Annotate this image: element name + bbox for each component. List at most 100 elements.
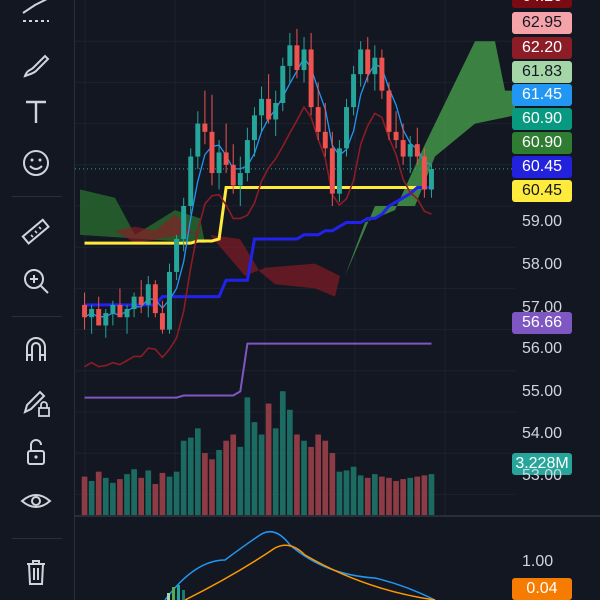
volume-bar [81,476,88,515]
candle [414,144,420,157]
candle [428,168,434,190]
candle [223,152,229,165]
candle [407,144,413,157]
candle [110,304,116,314]
volume-bar [258,434,265,515]
volume-bar [329,453,336,515]
price-tag: 62.95 [512,12,572,34]
candle [181,206,187,239]
histogram-bar [182,590,185,600]
emoji-icon[interactable] [12,143,60,183]
candle [287,45,293,66]
price-axis-tick: 54.00 [522,425,563,442]
candle [230,164,236,186]
volume-bar [209,459,215,515]
price-tag: 0.04 [512,578,572,600]
candle [202,123,208,132]
chart-area[interactable] [75,0,600,600]
candle [82,304,88,318]
price-tag: 60.45 [512,156,572,178]
candle [294,45,300,71]
price-axis-tick: 59.00 [522,213,563,230]
candle [251,115,257,141]
unlock-icon[interactable] [12,432,60,472]
candle [351,74,357,108]
volume-bar [145,470,152,515]
candle [344,107,349,149]
histogram-bar [172,587,175,600]
volume-bar [216,450,222,515]
price-axis-tick: 58.00 [522,256,563,273]
volume-bar [279,391,286,515]
candle [131,296,137,309]
price-tag: 3.228M [512,453,572,475]
candle [195,123,201,157]
candle [244,140,250,174]
cloud-green [345,41,515,277]
candle [237,173,243,186]
baseline-line [84,105,432,368]
volume-bar [379,476,385,515]
ruler-icon[interactable] [12,212,60,252]
volume-bar [244,397,251,515]
volume-bar [131,469,137,515]
volume-bar [287,409,293,515]
blue-line [84,186,432,307]
volume-bar [102,477,109,515]
volume-bar [308,446,314,515]
brush-icon[interactable] [12,45,60,85]
candle [138,296,144,305]
candle [188,156,194,206]
volume-bar [173,471,180,515]
volume-bar [407,477,414,515]
price-tag: 60.90 [512,108,572,130]
candle [322,131,328,149]
candle [393,131,399,141]
volume-bar [265,403,272,515]
candle [315,107,321,132]
candle [421,156,427,190]
yellow-line [84,186,432,245]
volume-bar [159,472,166,515]
magnet-icon[interactable] [12,330,60,370]
volume-bar [371,474,378,515]
candle [259,98,265,116]
price-tag: 61.83 [512,61,572,83]
candle [358,49,364,75]
lock-drawing-icon[interactable] [12,383,60,423]
candle [216,152,222,174]
candle [124,309,130,318]
candle [379,57,385,91]
volume-bar [428,474,435,515]
price-tag: 62.20 [512,37,572,59]
volume-bar [166,476,173,515]
price-tag: 56.66 [512,312,572,334]
trash-icon[interactable] [12,552,60,592]
price-axis-tick: 56.00 [522,340,563,357]
candle [365,49,371,75]
candle [209,131,215,174]
price-axis-tick: 55.00 [522,383,563,400]
candle [329,148,335,194]
candle [301,49,307,71]
price-tag: 61.45 [512,84,572,106]
candle [386,90,392,132]
price-tag: 60.90 [512,132,572,154]
volume-bar [223,440,229,515]
candle [96,309,102,326]
price-chart[interactable] [75,0,600,600]
trend-line-icon[interactable] [12,0,60,32]
cloud-red [210,234,340,297]
price-axis-tick: 53.00 [522,467,563,484]
text-icon[interactable] [12,92,60,132]
eye-icon[interactable] [12,481,60,521]
volume-bar [414,476,421,515]
volume-bar [364,477,371,515]
volume-bar [315,434,322,515]
candle [103,313,109,326]
candle [273,103,279,120]
zoom-in-icon[interactable] [12,261,60,301]
volume-bar [88,480,95,515]
volume-bar [95,471,102,515]
purple-line [84,342,432,399]
